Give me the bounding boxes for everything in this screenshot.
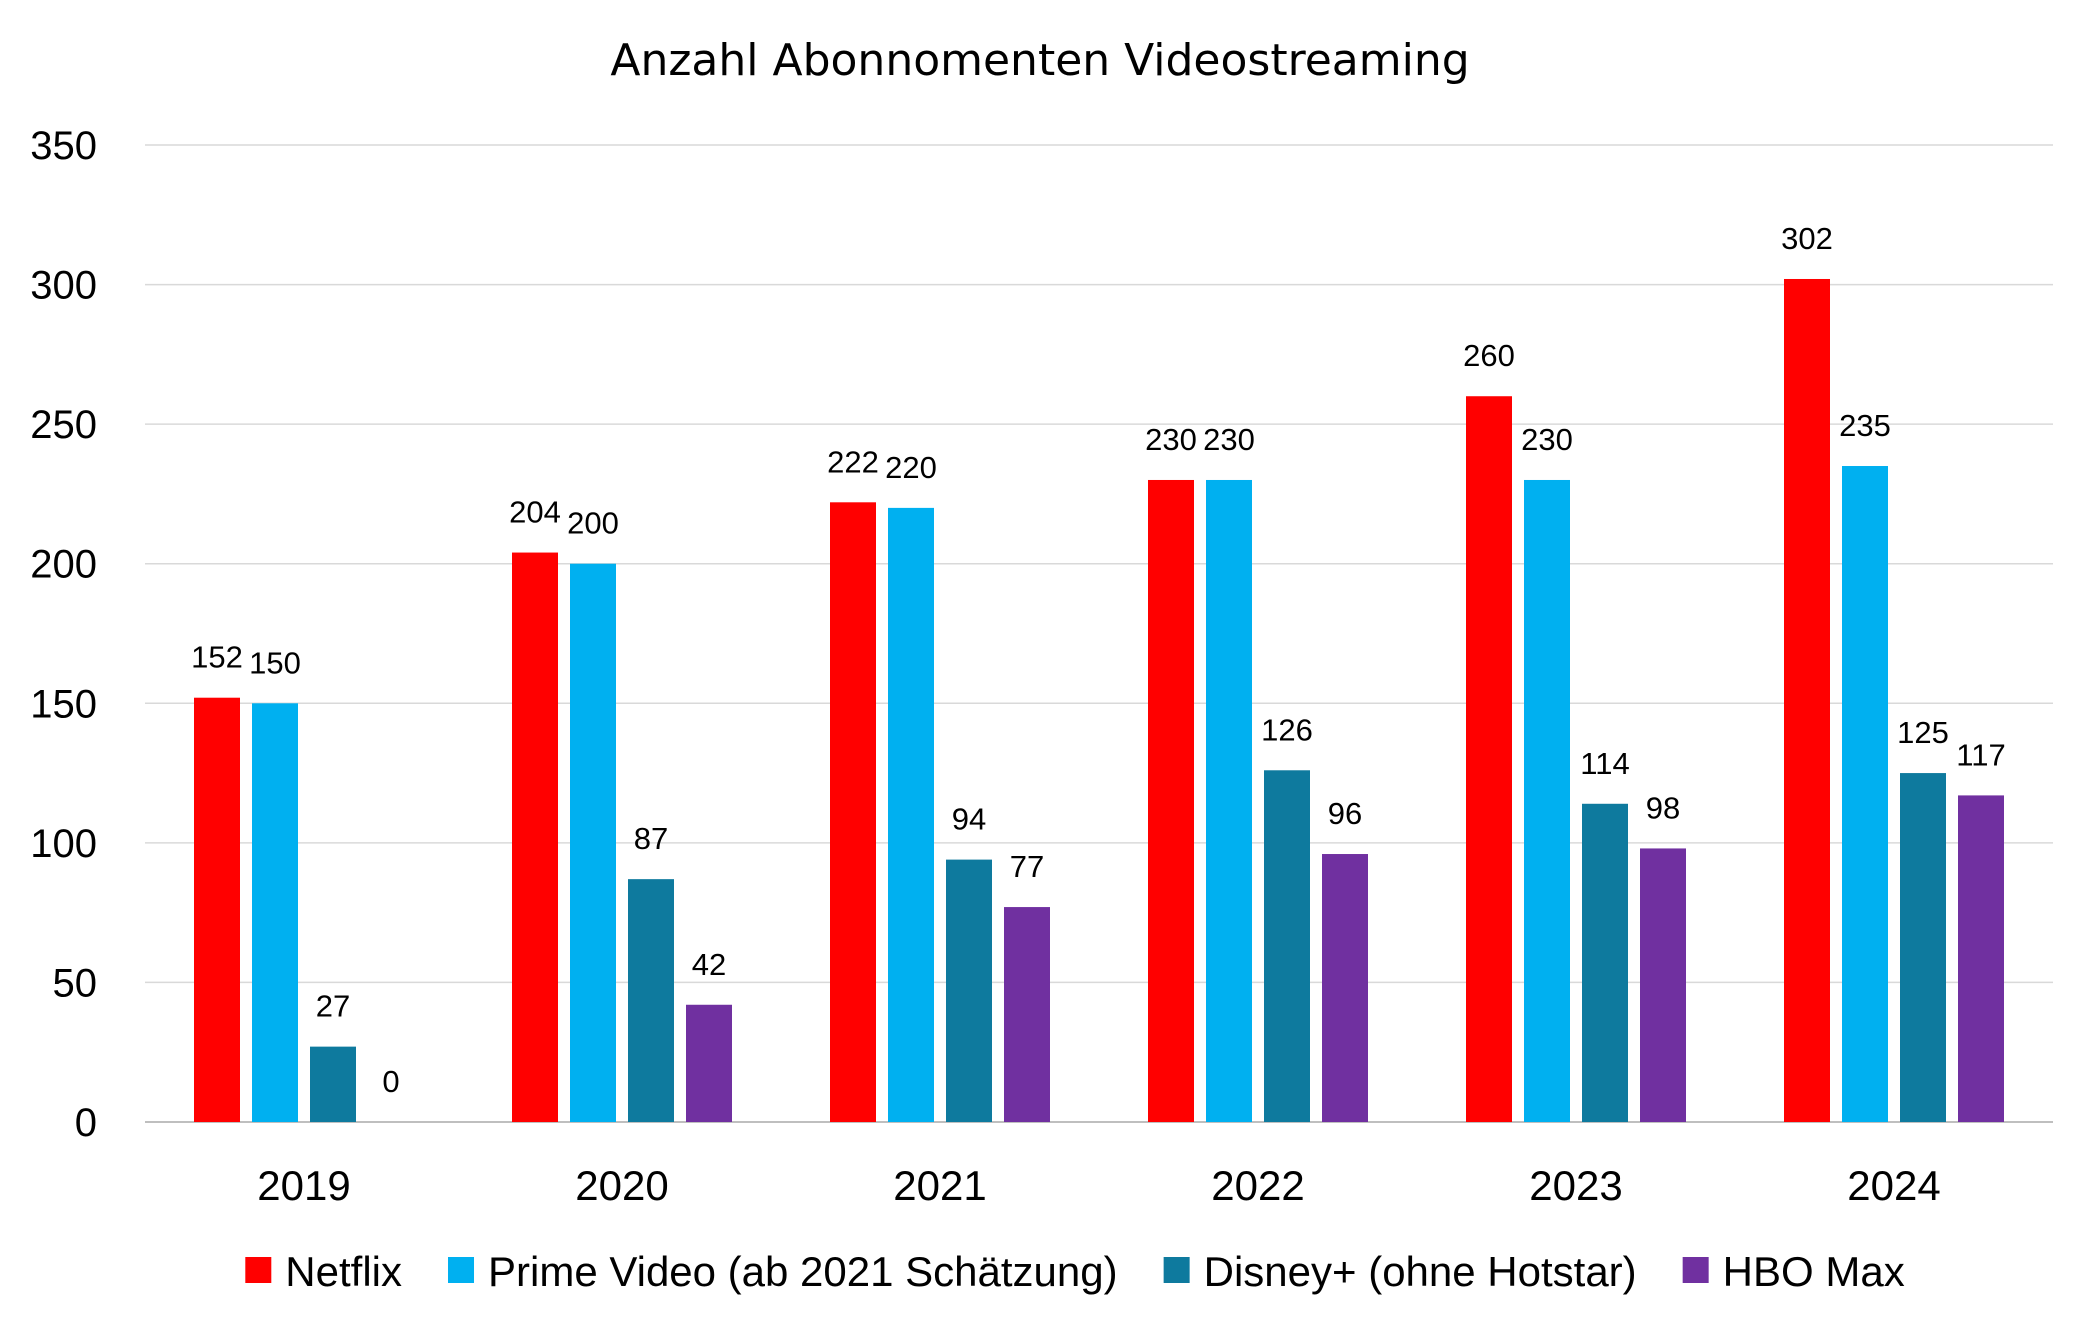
bar <box>628 879 674 1122</box>
data-label: 220 <box>885 450 937 485</box>
data-label: 260 <box>1463 338 1515 373</box>
bar <box>1524 479 1570 1122</box>
data-label: 87 <box>634 821 668 856</box>
data-label: 77 <box>1010 849 1044 884</box>
data-label: 98 <box>1646 790 1680 825</box>
legend-item: HBO Max <box>1682 1248 1905 1295</box>
bar <box>252 703 298 1122</box>
data-label: 117 <box>1956 737 2005 772</box>
x-tick-label: 2023 <box>1529 1162 1622 1209</box>
bar <box>1900 773 1946 1122</box>
bar <box>830 502 876 1122</box>
bar <box>570 563 616 1122</box>
data-label: 152 <box>191 640 243 675</box>
y-axis-ticks: 0 50 100 150 200 250 300 350 <box>30 124 97 1145</box>
x-tick-label: 2020 <box>575 1162 668 1209</box>
data-label: 302 <box>1781 221 1833 256</box>
bar <box>194 697 240 1122</box>
bar <box>1322 854 1368 1122</box>
chart-title: Anzahl Abonnomenten Videostreaming <box>610 35 1469 86</box>
data-label: 96 <box>1328 796 1362 831</box>
y-tick-label: 50 <box>53 961 98 1005</box>
legend-swatch <box>1682 1257 1709 1283</box>
legend-swatch <box>1163 1257 1190 1283</box>
bar <box>1784 278 1830 1122</box>
data-label: 200 <box>567 506 619 541</box>
data-label: 150 <box>249 645 301 680</box>
legend-item: Disney+ (ohne Hotstar) <box>1163 1248 1637 1295</box>
bar <box>1206 479 1252 1122</box>
legend-label: Disney+ (ohne Hotstar) <box>1204 1248 1637 1295</box>
bar <box>1466 396 1512 1122</box>
data-label: 230 <box>1521 422 1573 457</box>
data-label: 94 <box>952 802 986 837</box>
legend-label: Prime Video (ab 2021 Schätzung) <box>488 1248 1118 1295</box>
data-label: 125 <box>1897 715 1949 750</box>
legend-label: HBO Max <box>1723 1248 1905 1295</box>
y-tick-label: 100 <box>30 822 97 866</box>
bar <box>1264 770 1310 1122</box>
legend-item: Prime Video (ab 2021 Schätzung) <box>448 1248 1118 1295</box>
legend-label: Netflix <box>285 1248 402 1295</box>
legend-item: Netflix <box>245 1248 402 1295</box>
bar <box>946 859 992 1122</box>
legend: Netflix Prime Video (ab 2021 Schätzung) Di… <box>245 1248 1905 1295</box>
data-label: 222 <box>827 444 879 479</box>
data-label: 235 <box>1839 408 1891 443</box>
y-tick-label: 0 <box>75 1101 97 1145</box>
data-label: 27 <box>316 989 350 1024</box>
x-tick-label: 2024 <box>1847 1162 1940 1209</box>
bar <box>686 1004 732 1122</box>
data-label: 126 <box>1261 712 1313 747</box>
y-tick-label: 250 <box>30 403 97 447</box>
data-label: 42 <box>692 947 726 982</box>
y-tick-label: 300 <box>30 264 97 308</box>
bar <box>1640 848 1686 1122</box>
data-label: 0 <box>382 1064 399 1099</box>
gridlines <box>145 144 2053 1123</box>
y-tick-label: 200 <box>30 543 97 587</box>
legend-swatch <box>448 1257 475 1283</box>
data-label: 230 <box>1145 422 1197 457</box>
bar <box>1842 466 1888 1122</box>
bar <box>1958 795 2004 1122</box>
bar <box>1004 907 1050 1122</box>
y-tick-label: 350 <box>30 124 97 168</box>
bar <box>1582 803 1628 1122</box>
bar <box>512 552 558 1122</box>
data-label: 230 <box>1203 422 1255 457</box>
x-tick-label: 2019 <box>257 1162 350 1209</box>
bar <box>888 507 934 1122</box>
x-tick-label: 2022 <box>1211 1162 1304 1209</box>
y-tick-label: 150 <box>30 682 97 726</box>
x-axis-ticks: 2019 2020 2021 2022 2023 2024 <box>257 1162 1940 1209</box>
bar <box>1148 479 1194 1122</box>
bar <box>310 1046 356 1122</box>
data-label: 204 <box>509 495 561 530</box>
bars <box>194 278 2004 1122</box>
x-tick-label: 2021 <box>893 1162 986 1209</box>
data-label: 114 <box>1580 746 1629 781</box>
legend-swatch <box>245 1257 272 1283</box>
